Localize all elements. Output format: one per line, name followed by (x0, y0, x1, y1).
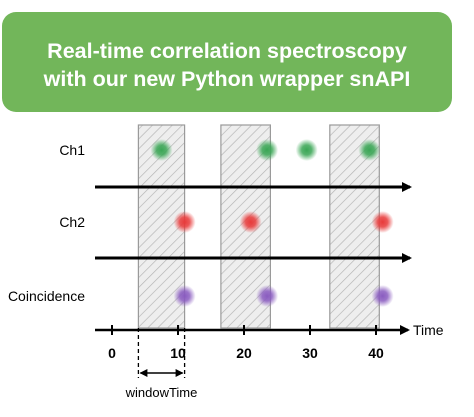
time-tick-label-4: 40 (368, 345, 384, 361)
title-line-1: Real-time correlation spectroscopy (47, 39, 407, 63)
channel-label-2: Ch2 (59, 214, 85, 230)
channel-label-1: Ch1 (59, 142, 85, 158)
event-dot-ch1-4 (358, 139, 381, 161)
event-dot-ch2-3 (371, 211, 394, 233)
event-dot-ch1-3 (295, 139, 318, 161)
event-dot-ch2-1 (173, 211, 196, 233)
time-tick-label-0: 0 (108, 345, 116, 361)
event-dot-ch2-2 (239, 211, 262, 233)
channel-label-3: Coincidence (8, 288, 85, 304)
event-dot-ch3-1 (173, 285, 196, 307)
event-dot-ch1-1 (150, 139, 173, 161)
title-banner: Real-time correlation spectroscopy with … (2, 12, 452, 112)
title-line-2: with our new Python wrapper snAPI (43, 67, 411, 91)
window-time-label: windowTime (125, 385, 198, 400)
time-tick-label-3: 30 (302, 345, 318, 361)
time-tick-label-1: 10 (170, 345, 186, 361)
event-dot-ch3-3 (371, 285, 394, 307)
event-dot-ch3-2 (256, 285, 279, 307)
time-tick-label-2: 20 (236, 345, 252, 361)
time-axis-label: Time (413, 322, 444, 338)
event-dot-ch1-2 (256, 139, 279, 161)
